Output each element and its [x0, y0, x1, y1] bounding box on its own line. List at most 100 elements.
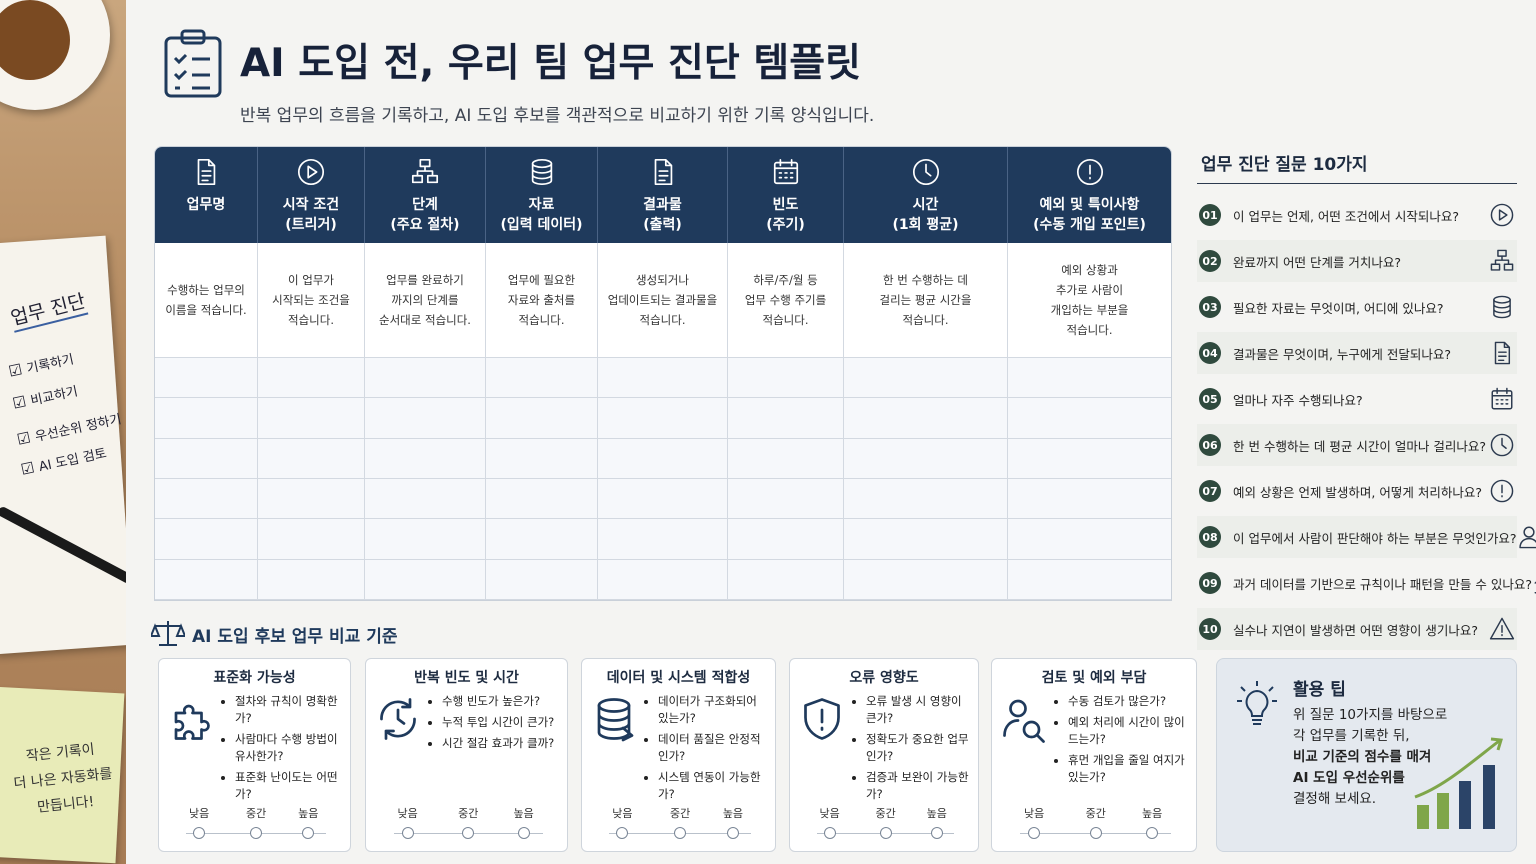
hint-cell: 생성되거나 업데이트되는 결과물을 적습니다.: [598, 243, 728, 358]
hint-cell: 업무에 필요한 자료와 출처를 적습니다.: [486, 243, 598, 358]
text-line: 개입하는 부분을: [1050, 303, 1129, 317]
criteria-card: 데이터 및 시스템 적합성데이터가 구조화되어 있는가? 데이터 품질은 안정적인…: [581, 658, 776, 852]
blank-cell: [365, 358, 486, 399]
scale-label: 낮음: [1024, 807, 1045, 820]
page-title: AI 도입 전, 우리 팀 업무 진단 템플릿: [240, 41, 861, 86]
blank-cell: [1008, 438, 1171, 479]
text-line: 적습니다.: [762, 313, 809, 327]
scale-label: 낮음: [819, 807, 840, 820]
scale-label: 높음: [926, 807, 947, 820]
question-row: 06 한 번 수행하는 데 평균 시간이 얼마나 걸리나요?: [1197, 424, 1517, 466]
question-row: 07 예외 상황은 언제 발생하며, 어떻게 처리하나요?: [1197, 470, 1517, 512]
rating-scale: 낮음 중간 높음: [1006, 805, 1182, 845]
column-title: 자료: [528, 197, 555, 213]
card-item: 수행 빈도가 높은가?: [442, 693, 561, 710]
blank-cell: [486, 358, 598, 399]
icon: [380, 698, 416, 740]
column-subtitle: (트리거): [285, 217, 337, 233]
hint-cell: 업무를 완료하기 까지의 단계를 순서대로 적습니다.: [365, 243, 486, 358]
blank-cell: [844, 519, 1008, 560]
scale-dot: [1089, 827, 1102, 839]
blank-cell: [598, 438, 728, 479]
hint-cell: 한 번 수행하는 데 걸리는 평균 시간을 적습니다.: [844, 243, 1008, 358]
blank-cell: [598, 398, 728, 439]
text-line: 시작되는 조건을: [272, 293, 350, 307]
tip-line: 위 질문 10가지를 바탕으로: [1293, 707, 1448, 723]
rating-scale: 낮음 중간 높음: [804, 805, 964, 845]
text-line: 하루/주/월 등: [753, 273, 818, 287]
card-list: 수동 검토가 많은가? 예외 처리에 시간이 많이 드는가? 휴먼 개입을 줄일 여…: [1056, 693, 1190, 790]
clipboard-icon: [164, 29, 222, 98]
column-header: 업무명: [155, 147, 258, 243]
blank-cell: [598, 559, 728, 600]
icon: [1491, 387, 1513, 410]
column-header: 예외 및 특이사항 (수동 개입 포인트): [1008, 147, 1171, 243]
tip-line: AI 도입 우선순위를: [1293, 770, 1405, 786]
text-line: 적습니다.: [639, 313, 686, 327]
question-text: 이 업무에서 사람이 판단해야 하는 부분은 무엇인가요?: [1233, 530, 1517, 546]
blank-cell: [728, 478, 844, 520]
scale-dot: [616, 827, 629, 839]
card-list: 수행 빈도가 높은가? 누적 투입 시간이 큰가? 시간 절감 효과가 클까?: [430, 693, 561, 756]
question-row: 02 완료까지 어떤 단계를 거치나요?: [1197, 240, 1517, 282]
scale-label: 높음: [513, 807, 534, 820]
text-line: 업무 수행 주기를: [744, 293, 827, 307]
card-item: 오류 발생 시 영향이 큰가?: [866, 693, 972, 727]
icon: [197, 158, 216, 186]
question-number: 01: [1199, 204, 1221, 226]
blank-cell: [728, 438, 844, 479]
icon: [1489, 617, 1515, 640]
blank-cell: [486, 559, 598, 600]
blank-cell: [258, 438, 365, 479]
blank-cell: [844, 398, 1008, 439]
blank-cell: [1008, 478, 1171, 520]
column-subtitle: (주기): [766, 217, 805, 233]
blank-cell: [486, 478, 598, 520]
criteria-card: 반복 빈도 및 시간수행 빈도가 높은가? 누적 투입 시간이 큰가? 시간 절감 …: [365, 658, 568, 852]
question-row: 10 실수나 지연이 발생하면 어떤 영향이 생기나요?: [1197, 608, 1517, 650]
question-text: 완료까지 어떤 단계를 거치나요?: [1233, 254, 1402, 270]
question-text: 예외 상황은 언제 발생하며, 어떻게 처리하나요?: [1233, 484, 1482, 500]
card-item: 정확도가 중요한 업무인가?: [866, 731, 972, 765]
scale-label: 높음: [722, 807, 744, 820]
column-title: 시작 조건: [282, 197, 340, 213]
question-text: 필요한 자료는 무엇이며, 어디에 있나요?: [1233, 300, 1444, 316]
card-item: 시스템 연동이 가능한가?: [658, 769, 769, 803]
column-subtitle: (수동 개입 포인트): [1033, 217, 1146, 233]
tip-text: 위 질문 10가지를 바탕으로 각 업무를 기록한 뒤, 비교 기준의 점수를 매겨…: [1293, 705, 1447, 810]
tip-line: 각 업무를 기록한 뒤,: [1293, 728, 1410, 744]
card-item: 누적 투입 시간이 큰가?: [442, 714, 561, 731]
scale-label: 중간: [246, 807, 267, 820]
hint-cell: 이 업무가 시작되는 조건을 적습니다.: [258, 243, 365, 358]
blank-cell: [258, 519, 365, 560]
card-list: 오류 발생 시 영향이 큰가? 정확도가 중요한 업무인가? 검증과 보완이 가능한…: [854, 693, 972, 807]
scale-label: 높음: [1141, 807, 1163, 820]
scale-dot: [823, 827, 836, 839]
question-row: 08 이 업무에서 사람이 판단해야 하는 부분은 무엇인가요?: [1197, 516, 1536, 558]
column-header: 자료 (입력 데이터): [486, 147, 598, 243]
blank-cell: [155, 478, 258, 520]
text-line: 적습니다.: [518, 313, 565, 327]
text-line: 걸리는 평균 시간을: [879, 293, 972, 307]
card-title: 검토 및 예외 부담: [1041, 670, 1147, 686]
question-number: 02: [1199, 250, 1221, 272]
blank-cell: [728, 398, 844, 439]
card-item: 표준화 난이도는 어떤가?: [235, 769, 344, 803]
scale-label: 낮음: [397, 807, 418, 820]
blank-cell: [598, 478, 728, 520]
blank-cell: [155, 438, 258, 479]
blank-cell: [728, 358, 844, 399]
criteria-card: 오류 영향도오류 발생 시 영향이 큰가? 정확도가 중요한 업무인가? 검증과 보…: [789, 658, 979, 852]
column-header: 시간 (1회 평균): [844, 147, 1008, 243]
card-item: 데이터가 구조화되어 있는가?: [658, 693, 769, 727]
icon: [531, 158, 552, 186]
blank-cell: [258, 358, 365, 399]
column-subtitle: (출력): [643, 217, 682, 233]
tip-line: 결정해 보세요.: [1293, 791, 1377, 807]
question-text: 얼마나 자주 수행되나요?: [1233, 392, 1363, 408]
icon: [1490, 249, 1514, 271]
scale-dot: [1146, 827, 1159, 839]
card-title: 표준화 가능성: [213, 670, 296, 686]
rating-scale: 낮음 중간 높음: [380, 805, 553, 845]
